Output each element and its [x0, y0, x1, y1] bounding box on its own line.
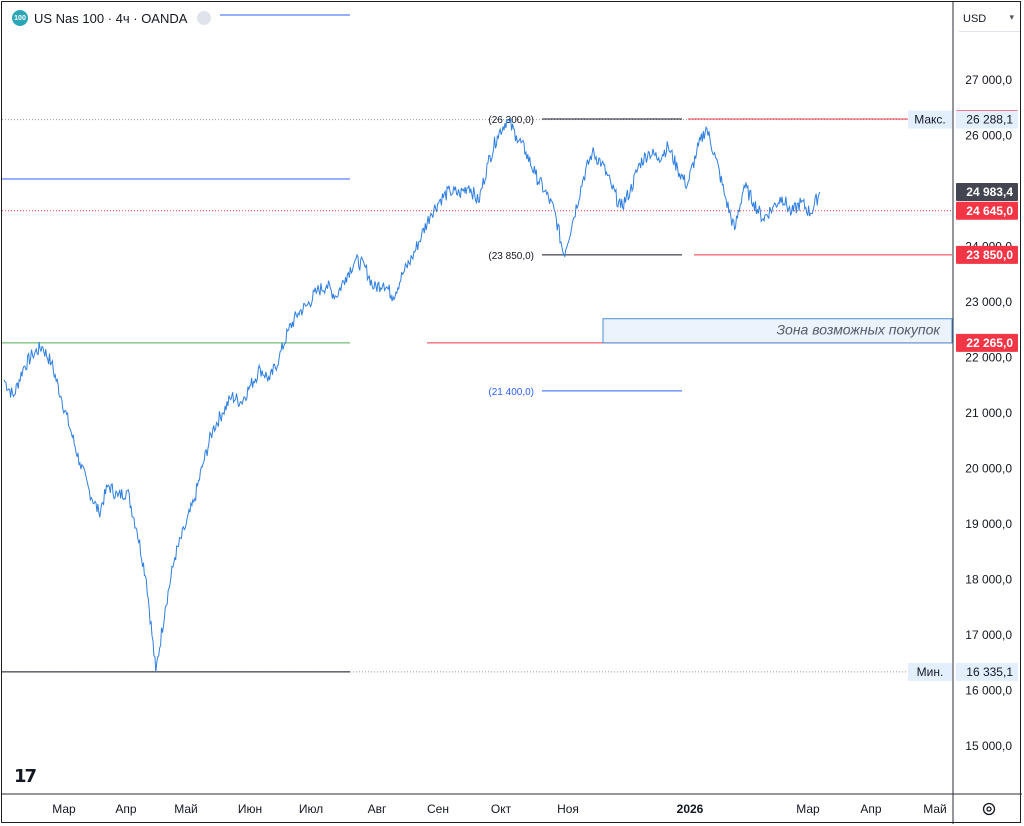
price-tag-24645-bg — [956, 201, 1018, 220]
min-value: 16 335,1 — [966, 665, 1013, 679]
y-tick-label: 19 000,0 — [965, 517, 1012, 531]
max-value-bg — [956, 110, 1018, 129]
buy-zone-label: Зона возможных покупок — [776, 322, 941, 338]
y-tick-label: 26 000,0 — [965, 129, 1012, 143]
currency-label: USD — [963, 13, 987, 25]
price-tag-22265-bg — [956, 333, 1018, 352]
tradingview-logo-icon[interactable]: 17 — [14, 766, 37, 787]
x-tick-label: Ноя — [557, 802, 579, 816]
y-tick-label: 17 000,0 — [965, 628, 1012, 642]
symbol-title: US Nas 100 · 4ч · OANDA — [34, 10, 188, 26]
x-tick-label: Июл — [299, 802, 323, 816]
min-label-bg — [908, 662, 952, 681]
chevron-down-icon: ▾ — [1009, 12, 1014, 22]
x-tick-label: Окт — [491, 802, 512, 816]
price-tag-22265: 22 265,0 — [966, 336, 1013, 350]
y-tick-label: 15 000,0 — [965, 739, 1012, 753]
settings-gear-icon[interactable] — [981, 801, 997, 817]
max-label-bg — [908, 110, 952, 129]
price-tag-current-bg — [956, 183, 1018, 202]
y-tick-label: 20 000,0 — [965, 462, 1012, 476]
min-value-bg — [956, 662, 1018, 681]
x-tick-label: Июн — [238, 802, 262, 816]
y-tick-label: 23 000,0 — [965, 295, 1012, 309]
y-tick-label: 18 000,0 — [965, 573, 1012, 587]
x-tick-label: Апр — [860, 802, 882, 816]
x-tick-label: 2026 — [677, 802, 704, 816]
price-tag-23850: 23 850,0 — [966, 248, 1013, 262]
x-tick-label: Апр — [115, 802, 137, 816]
x-tick-label: Авг — [368, 802, 387, 816]
price-tag-24645: 24 645,0 — [966, 204, 1013, 218]
max-label: Макс. — [914, 113, 946, 127]
y-tick-label: 22 000,0 — [965, 351, 1012, 365]
symbol-header[interactable]: 100 US Nas 100 · 4ч · OANDA — [12, 10, 212, 26]
status-dot-icon — [197, 11, 212, 25]
x-tick-label: Мар — [52, 802, 76, 816]
buy-zone-rect — [602, 318, 953, 344]
nasdaq-100-logo-icon: 100 — [12, 10, 28, 26]
y-tick-label: 16 000,0 — [965, 684, 1012, 698]
projection-label: (23 850,0) — [488, 251, 534, 262]
x-tick-label: Сен — [427, 802, 449, 816]
y-tick-label: 21 000,0 — [965, 406, 1012, 420]
x-tick-label: Май — [174, 802, 198, 816]
min-label: Мин. — [917, 665, 944, 679]
price-tag-23850-bg — [956, 245, 1018, 264]
x-tick-label: Май — [923, 802, 947, 816]
currency-selector[interactable]: USD ▾ — [959, 9, 1020, 32]
y-tick-label: 27 000,0 — [965, 73, 1012, 87]
max-value: 26 288,1 — [966, 113, 1013, 127]
price-series-line — [3, 117, 821, 672]
x-tick-label: Мар — [796, 802, 820, 816]
projection-label: (21 400,0) — [488, 387, 534, 398]
price-tag-current: 24 983,4 — [966, 185, 1013, 199]
